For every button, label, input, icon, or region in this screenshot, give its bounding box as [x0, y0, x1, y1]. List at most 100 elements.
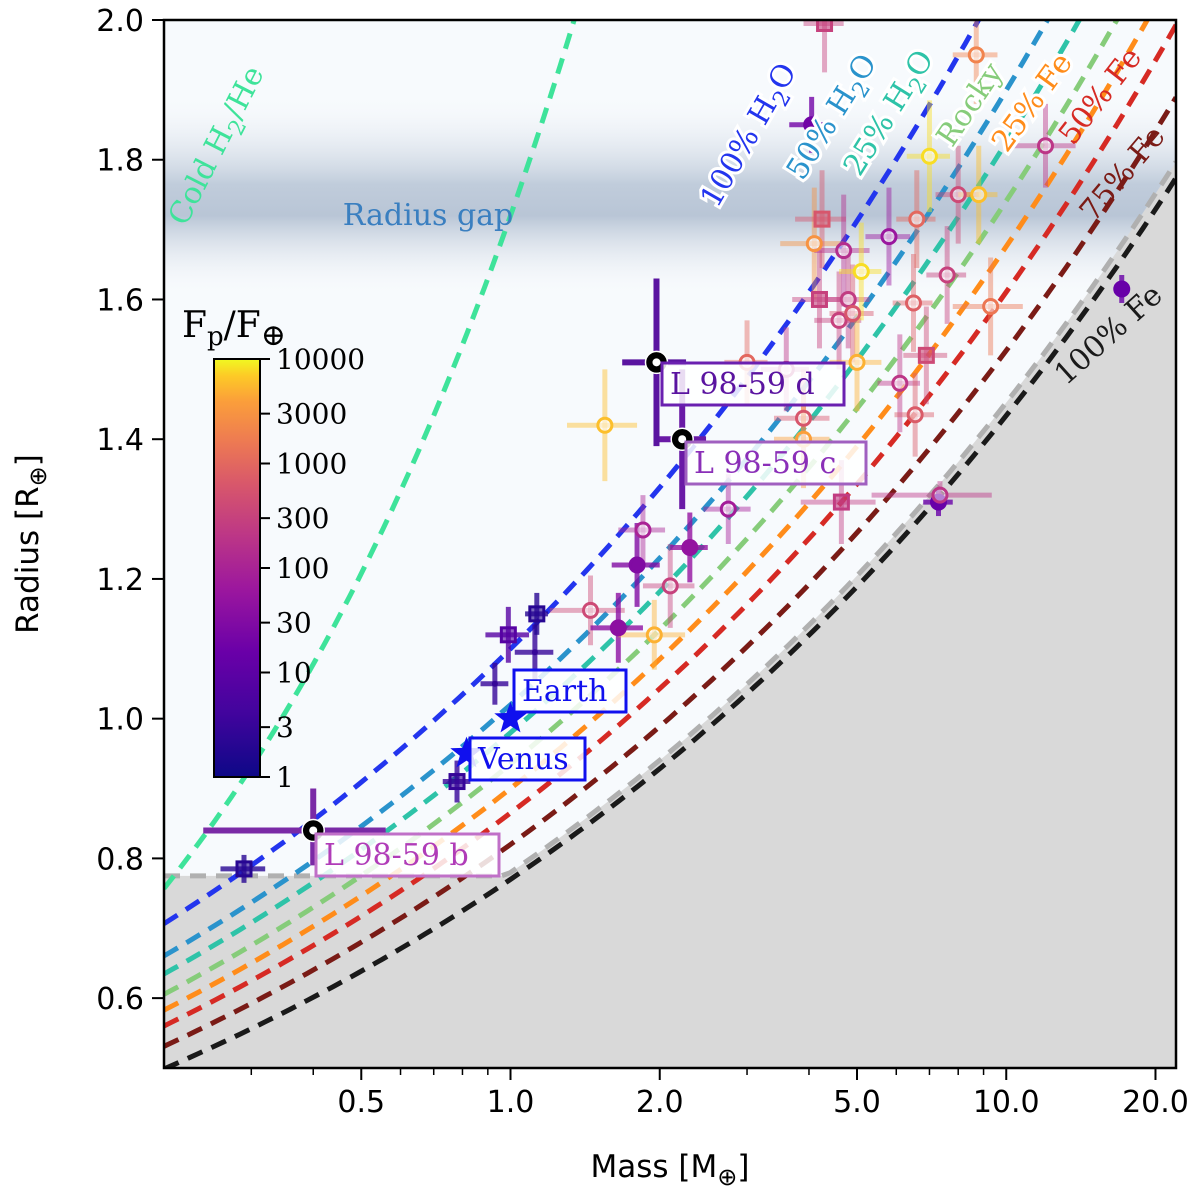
curve-rocky [164, 20, 1120, 997]
colorbar-gradient [213, 358, 261, 778]
y-tick-label: 0.8 [96, 842, 144, 877]
y-axis-title: Radius [R⊕] [10, 454, 52, 634]
x-tick-label: 5.0 [833, 1085, 881, 1120]
colorbar-tick-label: 30 [276, 607, 312, 640]
radius-gap-label: Radius gap [343, 198, 514, 233]
exoplanet-point [795, 409, 813, 427]
label-earth-box [512, 668, 628, 714]
colorbar-tick-label: 10000 [276, 343, 365, 376]
forbidden-region [164, 161, 1176, 1068]
y-tick-label: 1.4 [96, 423, 144, 458]
colorbar-tick-label: 10 [276, 657, 312, 690]
exoplanet-point [949, 186, 967, 204]
l98-59-point-center [309, 826, 318, 835]
exoplanet-point [813, 210, 831, 228]
x-tick-label: 2.0 [636, 1085, 684, 1120]
solar-system-planets [450, 701, 527, 768]
exoplanet-point [491, 680, 498, 687]
label-earth: Earth [512, 668, 628, 714]
exoplanet-point [528, 605, 546, 623]
label-l98-59-c: L 98-59 c [684, 440, 868, 486]
radius-gap-band [164, 89, 1176, 300]
exoplanet-point [967, 46, 985, 64]
x-tick-label: 0.5 [337, 1085, 385, 1120]
exoplanet-point [805, 235, 823, 253]
exoplanet-point [816, 20, 834, 32]
exoplanet-point [970, 186, 988, 204]
planet-labels: L 98-59 b L 98-59 c L 98-59 d Earth Venus [314, 361, 868, 878]
exoplanet-point [582, 601, 600, 619]
colorbar-tick-label: 1000 [276, 448, 347, 481]
exoplanet-point [810, 290, 828, 308]
label-earth-text: Earth [522, 674, 608, 709]
curve-25-h2o [164, 20, 1083, 977]
colorbar-tick-label: 3000 [276, 398, 347, 431]
exoplanet-point [908, 210, 926, 228]
exoplanet-point [448, 773, 466, 791]
label-l98-59-c-box [684, 440, 868, 486]
exoplanet-point [931, 486, 949, 504]
l98-59-point-center [652, 358, 661, 367]
x-tick-label: 10.0 [973, 1085, 1040, 1120]
colorbar-ticks: 1 3 10 30 100 300 1000 3000 10000 [260, 343, 365, 794]
label-l98-59-b-text: L 98-59 b [324, 838, 469, 873]
colorbar-tick-label: 3 [276, 711, 294, 744]
exoplanet-point [839, 290, 857, 308]
x-axis-title: Mass [M⊕] [591, 1149, 750, 1191]
curve-75-fe [164, 96, 1176, 1049]
exoplanet-point [830, 311, 848, 329]
exoplanet-point [938, 266, 956, 284]
curve-100-fe [164, 176, 1176, 1068]
exoplanet-point [848, 353, 866, 371]
exoplanet-point [835, 242, 853, 260]
y-tick-label: 1.8 [96, 144, 144, 179]
label-venus: Venus [468, 736, 587, 782]
x-axis-ticks: 0.5 1.0 2.0 5.0 10.0 20.0 [250, 1068, 1189, 1120]
curve-50-h2o [164, 20, 1051, 959]
y-axis-ticks: 0.6 0.8 1.0 1.2 1.4 1.6 1.8 2.0 [96, 4, 164, 1017]
y-tick-label: 0.6 [96, 982, 144, 1017]
y-tick-label: 2.0 [96, 4, 144, 39]
x-tick-label: 1.0 [487, 1085, 535, 1120]
exoplanet-point [906, 406, 924, 424]
exoplanet-point [917, 346, 935, 364]
exoplanet-point [1113, 280, 1131, 298]
exoplanet-point [634, 521, 652, 539]
label-l98-59-b: L 98-59 b [314, 832, 501, 878]
exoplanet-point [920, 147, 938, 165]
curve-50-fe [164, 23, 1176, 1029]
exoplanet-point [645, 626, 663, 644]
colorbar-tick-label: 300 [276, 502, 329, 535]
label-venus-text: Venus [477, 742, 569, 777]
exoplanet-point [719, 500, 737, 518]
exoplanet-point [880, 228, 898, 246]
flux-colorbar: Fp/F⊕ 1 3 10 30 100 300 1000 3000 10000 [182, 305, 365, 794]
exoplanet-point [844, 304, 862, 322]
l98-59-point-center [678, 435, 687, 444]
label-l98-59-b-box [314, 832, 501, 878]
exoplanet-point [661, 577, 679, 595]
curve-25-fe [164, 20, 1151, 1013]
exoplanet-point [596, 416, 614, 434]
label-l98-59-d: L 98-59 d [660, 361, 846, 407]
plot-frame [162, 18, 1178, 1070]
curve-100-h2o [164, 20, 982, 926]
venus-marker [450, 736, 483, 768]
earth-marker [494, 701, 527, 733]
y-tick-label: 1.0 [96, 703, 144, 738]
x-tick-label: 20.0 [1122, 1085, 1189, 1120]
exoplanet-point [681, 538, 699, 556]
y-tick-label: 1.6 [96, 283, 144, 318]
label-venus-box [468, 736, 587, 782]
exoplanet-point [982, 297, 1000, 315]
exoplanet-point [609, 619, 627, 637]
exoplanet-point [891, 374, 909, 392]
y-tick-label: 1.2 [96, 563, 144, 598]
colorbar-title: Fp/F⊕ [182, 305, 286, 353]
exoplanet-point [832, 493, 850, 511]
exoplanet-point [531, 649, 538, 656]
exoplanet-point [628, 556, 646, 574]
label-l98-59-c-text: L 98-59 c [694, 446, 836, 481]
label-l98-59-d-text: L 98-59 d [670, 367, 815, 402]
